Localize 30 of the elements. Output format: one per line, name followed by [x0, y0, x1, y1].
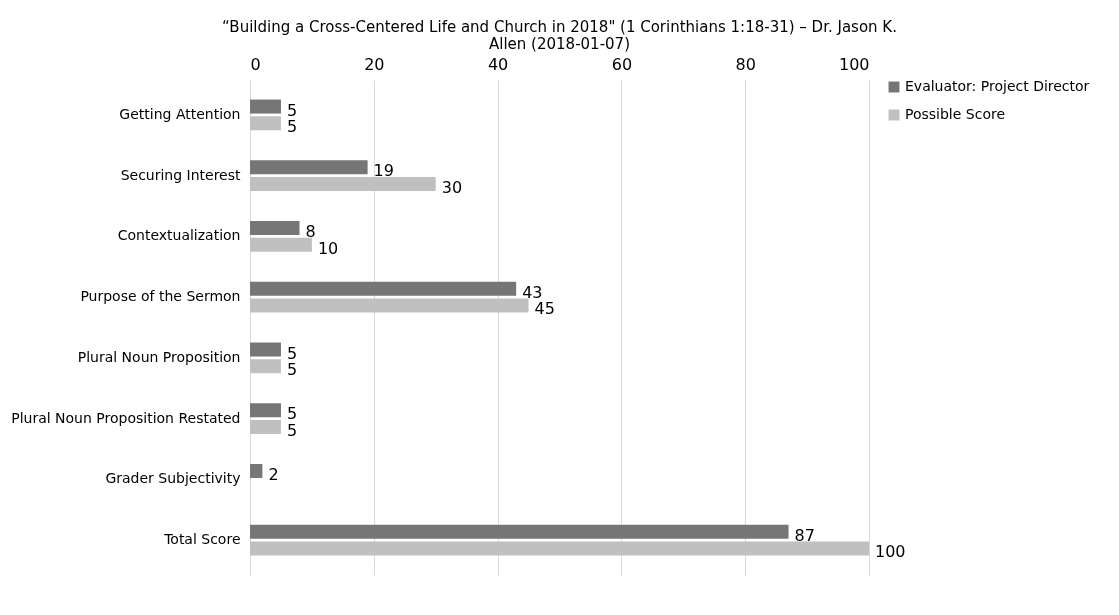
- x-tick-label: 40: [487, 54, 509, 74]
- chart-title: “Building a Cross-Centered Life and Church in 2018" (1 Corinthians 1:18-31) – Dr. Jason K. Allen (2018-01-07): [222, 18, 897, 53]
- data-label: 43: [522, 282, 543, 302]
- data-label: 5: [286, 360, 298, 380]
- data-label: 87: [794, 525, 815, 545]
- data-label: 30: [441, 178, 463, 198]
- x-tick-label: 20: [364, 54, 385, 74]
- data-label: 5: [286, 100, 298, 120]
- x-tick-label: 60: [611, 54, 633, 74]
- data-label: 2: [268, 464, 279, 484]
- y-tick-label: Plural Noun Proposition Restated: [11, 409, 241, 426]
- data-label: 5: [286, 343, 298, 363]
- y-tick-label: Purpose of the Sermon: [80, 288, 241, 305]
- data-label: 10: [317, 238, 339, 258]
- y-tick-label: Contextualization: [117, 227, 241, 244]
- y-tick-label: Total Score: [163, 531, 241, 548]
- y-tick-label: Plural Noun Proposition: [77, 348, 241, 365]
- data-label: 19: [373, 161, 394, 181]
- y-tick-label: Getting Attention: [119, 105, 241, 122]
- data-label: 5: [286, 117, 298, 137]
- x-tick-label: 80: [735, 54, 756, 74]
- x-tick-label: 100: [838, 54, 870, 74]
- legend-label: Evaluator: Project Director: [905, 78, 1090, 94]
- data-label: 100: [875, 542, 906, 562]
- y-tick-label: Grader Subjectivity: [105, 470, 241, 487]
- data-label: 8: [305, 222, 316, 242]
- data-label: 45: [534, 299, 555, 319]
- y-tick-label: Securing Interest: [120, 166, 242, 183]
- legend-label: Possible Score: [905, 106, 1006, 122]
- x-tick-label: 0: [250, 54, 261, 74]
